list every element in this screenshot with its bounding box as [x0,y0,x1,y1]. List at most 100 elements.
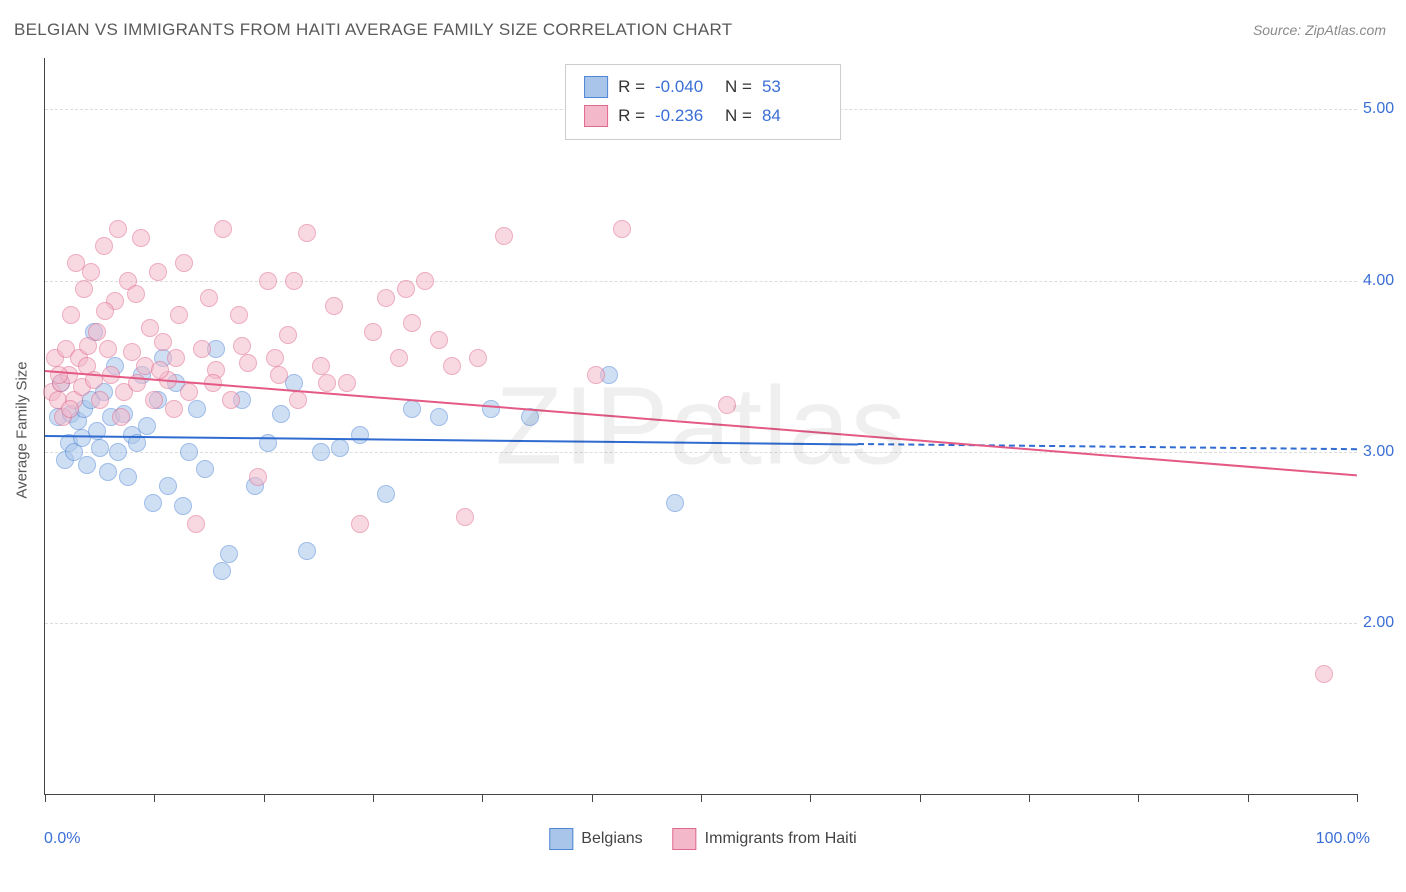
data-point [145,391,163,409]
data-point [138,417,156,435]
data-point [272,405,290,423]
series-legend: Belgians Immigrants from Haiti [549,828,856,850]
data-point [495,227,513,245]
x-tick [701,794,702,802]
legend-swatch [549,828,573,850]
data-point [403,314,421,332]
x-axis-min-label: 0.0% [44,830,80,848]
x-tick [45,794,46,802]
data-point [95,237,113,255]
data-point [112,408,130,426]
data-point [220,545,238,563]
data-point [259,272,277,290]
correlation-legend: R =-0.040N =53R =-0.236N =84 [565,64,841,140]
data-point [416,272,434,290]
data-point [613,220,631,238]
data-point [187,515,205,533]
data-point [351,515,369,533]
data-point [165,400,183,418]
data-point [312,357,330,375]
data-point [298,542,316,560]
data-point [430,331,448,349]
r-value: -0.040 [655,73,715,102]
data-point [174,497,192,515]
data-point [50,366,68,384]
data-point [132,229,150,247]
data-point [279,326,297,344]
x-tick [373,794,374,802]
source-label: Source: ZipAtlas.com [1253,22,1386,38]
y-tick-label: 3.00 [1363,443,1406,461]
legend-swatch [584,105,608,127]
data-point [61,400,79,418]
data-point [99,340,117,358]
data-point [397,280,415,298]
chart-title: BELGIAN VS IMMIGRANTS FROM HAITI AVERAGE… [14,20,732,40]
data-point [239,354,257,372]
data-point [325,297,343,315]
data-point [222,391,240,409]
data-point [249,468,267,486]
x-tick [1248,794,1249,802]
gridline [45,452,1357,453]
data-point [167,349,185,367]
x-tick [920,794,921,802]
data-point [403,400,421,418]
x-tick [482,794,483,802]
data-point [91,391,109,409]
data-point [213,562,231,580]
data-point [159,477,177,495]
data-point [298,224,316,242]
r-label: R = [618,102,645,131]
data-point [270,366,288,384]
data-point [170,306,188,324]
data-point [364,323,382,341]
data-point [331,439,349,457]
data-point [377,485,395,503]
data-point [175,254,193,272]
y-tick-label: 4.00 [1363,272,1406,290]
data-point [390,349,408,367]
data-point [149,263,167,281]
data-point [62,306,80,324]
data-point [91,439,109,457]
x-tick [1357,794,1358,802]
data-point [338,374,356,392]
data-point [188,400,206,418]
trend-line [45,435,858,445]
x-axis-max-label: 100.0% [1316,830,1370,848]
legend-row: R =-0.040N =53 [584,73,822,102]
data-point [285,272,303,290]
data-point [200,289,218,307]
data-point [469,349,487,367]
trend-line [45,370,1357,476]
data-point [718,396,736,414]
data-point [78,456,96,474]
data-point [127,285,145,303]
legend-swatch [673,828,697,850]
data-point [119,468,137,486]
data-point [196,460,214,478]
n-label: N = [725,102,752,131]
legend-item: Belgians [549,828,642,850]
y-tick-label: 2.00 [1363,614,1406,632]
watermark: ZIPatlas [495,363,906,490]
gridline [45,281,1357,282]
data-point [289,391,307,409]
n-label: N = [725,73,752,102]
y-tick-label: 5.00 [1363,100,1406,118]
legend-item: Immigrants from Haiti [673,828,857,850]
data-point [377,289,395,307]
data-point [214,220,232,238]
x-tick [1029,794,1030,802]
x-tick [810,794,811,802]
trend-line [858,443,1357,450]
data-point [99,463,117,481]
y-axis-title: Average Family Size [14,361,31,498]
x-tick [1138,794,1139,802]
data-point [96,302,114,320]
data-point [154,333,172,351]
data-point [180,443,198,461]
data-point [312,443,330,461]
gridline [45,623,1357,624]
